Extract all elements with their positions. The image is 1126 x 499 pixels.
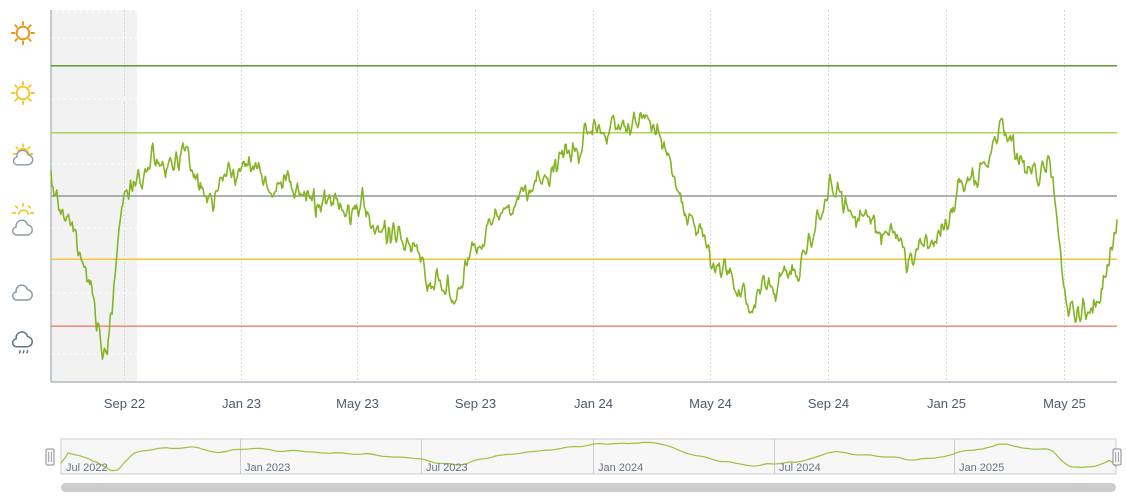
svg-text:Jan 25: Jan 25 — [927, 396, 966, 411]
svg-text:Jul 2023: Jul 2023 — [426, 462, 468, 474]
svg-text:Jan 24: Jan 24 — [574, 396, 613, 411]
svg-text:Jan 2023: Jan 2023 — [245, 462, 290, 474]
svg-text:Sep 22: Sep 22 — [104, 396, 145, 411]
svg-text:Sep 23: Sep 23 — [455, 396, 496, 411]
svg-text:May 24: May 24 — [689, 396, 732, 411]
svg-text:Jan 2025: Jan 2025 — [959, 462, 1004, 474]
svg-text:Jul 2022: Jul 2022 — [66, 462, 108, 474]
svg-text:May 25: May 25 — [1043, 396, 1086, 411]
svg-text:Jan 2024: Jan 2024 — [598, 462, 643, 474]
svg-text:Jan 23: Jan 23 — [222, 396, 261, 411]
svg-text:Jul 2024: Jul 2024 — [779, 462, 821, 474]
svg-text:Sep 24: Sep 24 — [808, 396, 849, 411]
svg-text:May 23: May 23 — [336, 396, 379, 411]
